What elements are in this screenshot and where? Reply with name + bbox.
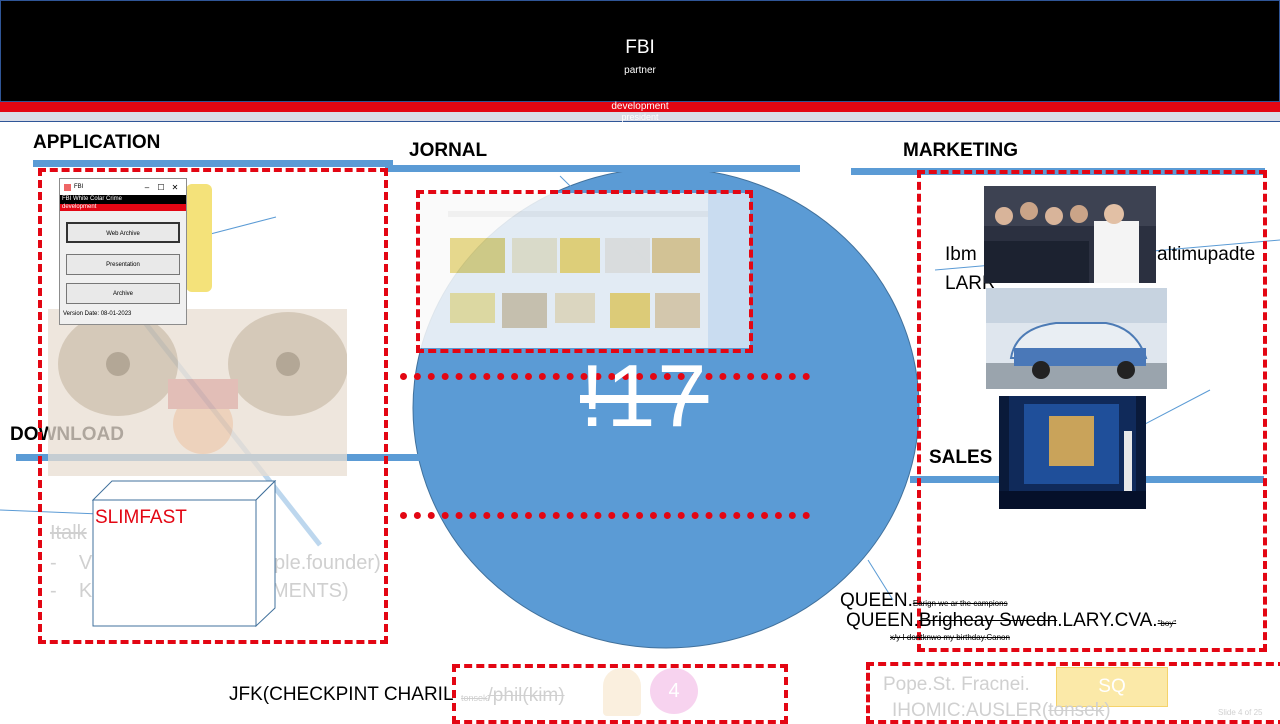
- title-banner: FBI partner: [0, 0, 1280, 102]
- jornal-dashed-box: [416, 190, 753, 353]
- faded-list-item: - K: [50, 580, 93, 602]
- count-badge: 4: [650, 668, 698, 714]
- stage-photo-content: [999, 396, 1146, 509]
- police-car-photo: [986, 288, 1167, 389]
- secondary-bar: president: [0, 112, 1280, 122]
- queen-line-1-text: QUEEN.: [840, 590, 913, 611]
- slide-counter: Slide 4 of 25: [1218, 708, 1263, 717]
- queen-line-2-prefix: QUEEN.: [846, 610, 919, 631]
- pope-line-1: Pope.St. Fracnei.: [883, 674, 1030, 695]
- window-titlebar: FBI – ☐ ✕: [60, 179, 186, 195]
- queen-line-3: x/y I dontknwo my birthday.Canon: [890, 633, 1010, 642]
- window-band: development: [60, 204, 186, 211]
- queen-line-2: QUEEN.Brigheay Swedn.LARY.CVA."boy": [846, 610, 1176, 632]
- jornal-underline: [385, 165, 800, 172]
- archive-button[interactable]: Archive: [66, 283, 180, 304]
- faded-list-tail: ple.founder): [274, 552, 381, 574]
- pope-line-2-prefix: IHOMIC:AUSLER(: [892, 700, 1049, 721]
- faded-heading: Italk: [50, 522, 87, 544]
- web-archive-button[interactable]: Web Archive: [66, 222, 180, 243]
- version-label: Version Date: 08-01-2023: [63, 311, 132, 317]
- slimfast-label: SLIMFAST: [95, 507, 187, 528]
- heading-jornal: JORNAL: [409, 140, 488, 161]
- maximize-icon[interactable]: ☐: [157, 182, 165, 192]
- dotted-line-top: [400, 373, 810, 380]
- close-icon[interactable]: ✕: [171, 182, 179, 192]
- faded-photo: [48, 309, 347, 476]
- queen-line-1: QUEEN.Earign we ar the campions: [840, 590, 1008, 612]
- police-car-content: [986, 288, 1167, 389]
- marketing-text-line2: LARR: [945, 273, 996, 294]
- application-underline: [33, 160, 393, 167]
- heading-sales: SALES: [929, 447, 993, 468]
- marketing-text-right: altimupadte: [1157, 244, 1256, 265]
- faded-list-item: - V: [50, 552, 93, 574]
- minimize-icon[interactable]: –: [144, 182, 150, 192]
- queen-line-2-strike: Brigheay Swedn: [918, 610, 1058, 631]
- heading-application: APPLICATION: [33, 132, 161, 153]
- crowd-photo: [984, 186, 1156, 283]
- presentation-button[interactable]: Presentation: [66, 254, 180, 275]
- oil-bottle-image: [186, 184, 212, 292]
- photo-content: [58, 312, 347, 454]
- pope-line-2-strike: tonsek: [1048, 700, 1105, 721]
- queen-line-1-small: Earign we ar the campions: [912, 599, 1008, 608]
- heading-marketing: MARKETING: [903, 140, 1019, 161]
- jfk-faded-text: tonsek/phil(kim): [461, 685, 565, 707]
- banner-subtitle: partner: [624, 65, 656, 76]
- portrait-thumbnail: [603, 668, 641, 716]
- jfk-small: tonsek: [461, 693, 488, 703]
- jfk-label: JFK(CHECKPINT CHARIL: [229, 684, 454, 705]
- faded-list-tail: MENTS): [272, 580, 349, 602]
- center-big-text: !17: [580, 346, 709, 445]
- window-header: FBI White Colar Crime: [60, 195, 186, 204]
- crowd-photo-content: [984, 186, 1156, 283]
- journal-thumbnail: [420, 193, 750, 348]
- dotted-line-bottom: [400, 512, 810, 519]
- sq-box: SQ: [1056, 667, 1168, 707]
- window-title: FBI: [74, 184, 84, 190]
- queen-line-2-suffix: .LARY.CVA.: [1057, 610, 1158, 631]
- journal-thumbnail-content: [448, 193, 750, 348]
- pope-line-2-suffix: ): [1104, 700, 1111, 721]
- app-window: FBI – ☐ ✕ FBI White Colar Crime developm…: [59, 178, 187, 325]
- banner-title: FBI: [625, 37, 655, 58]
- development-bar: development: [0, 102, 1280, 112]
- marketing-text-left: Ibm: [945, 244, 977, 265]
- jfk-strike: /phil(kim): [487, 685, 565, 706]
- pope-line-2: IHOMIC:AUSLER(tonsek): [892, 700, 1111, 722]
- window-app-icon: [64, 183, 71, 191]
- connector-line: [867, 559, 894, 601]
- cube-shape: [92, 480, 277, 628]
- application-dashed-box: [38, 168, 388, 644]
- stage-photo: [999, 396, 1146, 509]
- queen-line-2-small: "boy": [1157, 619, 1177, 628]
- marketing-dashed-box: [917, 170, 1267, 652]
